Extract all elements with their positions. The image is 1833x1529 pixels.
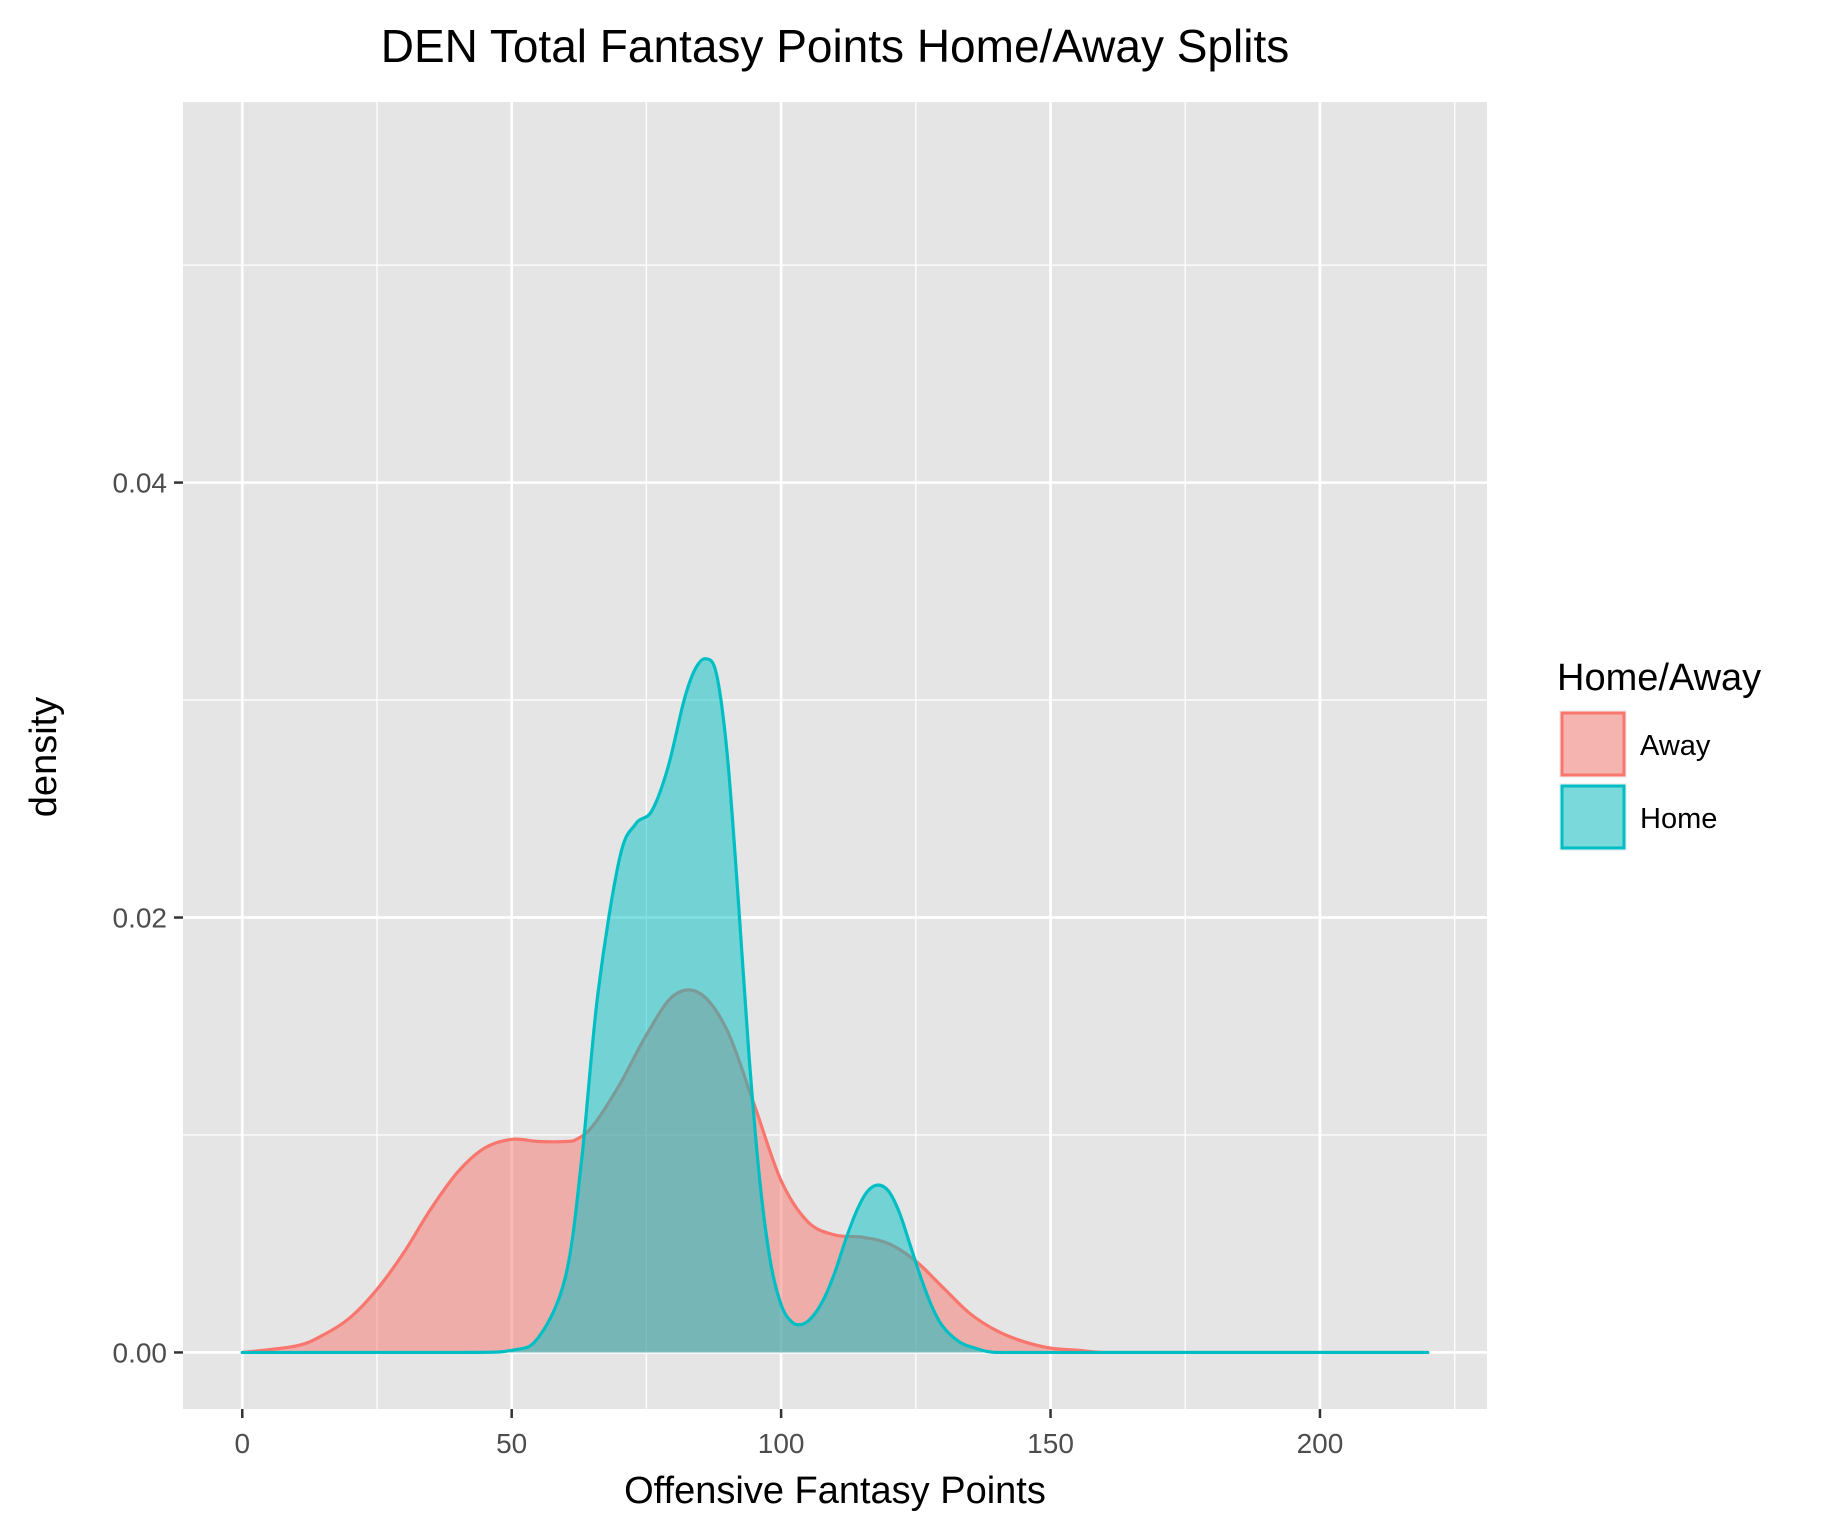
density-series [240, 657, 1430, 1355]
y-axis-title: density [23, 697, 65, 817]
y-tick-label: 0.02 [113, 903, 168, 934]
legend: Home/Away Away Home [1557, 657, 1761, 851]
y-tick-label: 0.00 [113, 1337, 168, 1368]
y-tick-label: 0.04 [113, 468, 168, 499]
legend-label-away: Away [1640, 730, 1711, 762]
x-tick-label: 100 [758, 1428, 805, 1459]
x-tick-label: 200 [1297, 1428, 1344, 1459]
x-axis: 0 50 100 150 200 [234, 1409, 1343, 1459]
x-tick-label: 50 [496, 1428, 527, 1459]
legend-label-home: Home [1640, 803, 1717, 835]
x-tick-label: 150 [1027, 1428, 1074, 1459]
away-density-area [242, 989, 1428, 1353]
minor-gridlines [183, 102, 1487, 1409]
legend-items: Away Home [1559, 710, 1717, 851]
x-tick-label: 0 [234, 1428, 250, 1459]
legend-title: Home/Away [1557, 657, 1761, 699]
plot-panel [183, 102, 1487, 1409]
home-density-line [240, 657, 1430, 1355]
legend-key-away [1560, 711, 1626, 777]
chart-title: DEN Total Fantasy Points Home/Away Split… [381, 20, 1289, 72]
legend-key-home [1560, 784, 1626, 850]
y-axis: 0.00 0.02 0.04 [113, 468, 183, 1368]
x-axis-title: Offensive Fantasy Points [624, 1470, 1046, 1512]
